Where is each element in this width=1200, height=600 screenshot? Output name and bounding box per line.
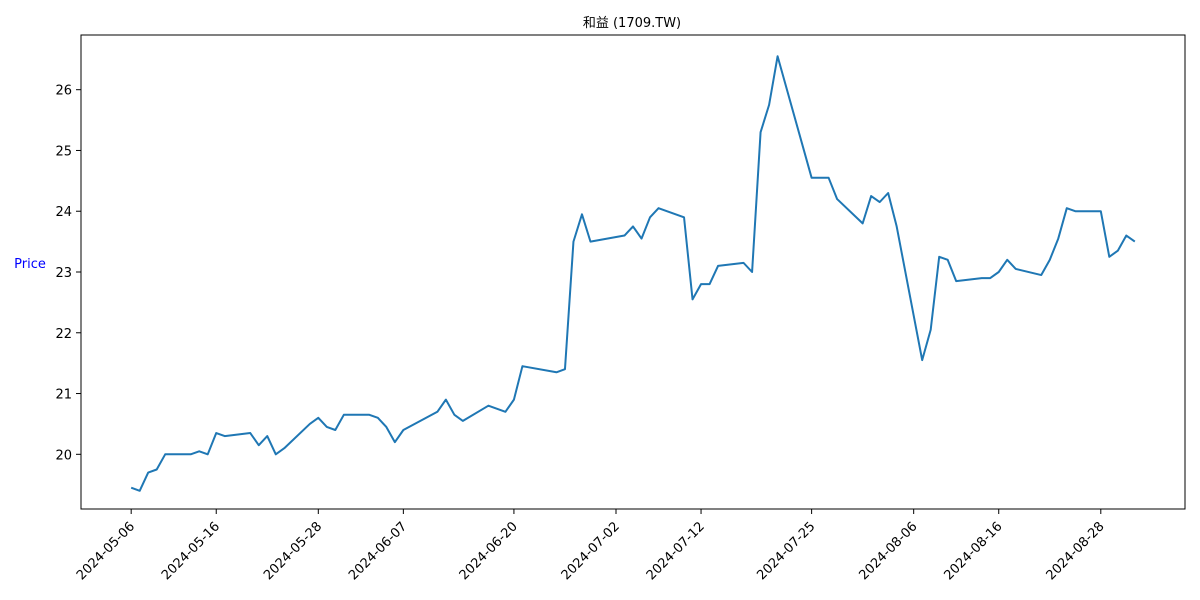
x-tick-label: 2024-07-02 [559, 519, 623, 583]
y-tick-label: 22 [55, 327, 72, 342]
x-tick-label: 2024-05-16 [159, 519, 223, 583]
x-tick-label: 2024-07-12 [644, 519, 708, 583]
y-tick-label: 26 [55, 84, 72, 99]
x-tick-label: 2024-08-28 [1044, 519, 1108, 583]
x-tick-label: 2024-05-06 [74, 519, 138, 583]
y-tick-label: 24 [55, 205, 72, 220]
plot-area-frame [80, 34, 1186, 510]
y-axis-label: Price [14, 257, 46, 272]
x-tick-label: 2024-07-25 [754, 519, 818, 583]
price-series-line [130, 55, 1136, 492]
chart-title: 和益 (1709.TW) [583, 16, 681, 31]
y-axis: 20 21 22 23 24 25 26 [55, 84, 81, 463]
x-tick-label: 2024-08-16 [942, 519, 1006, 583]
y-tick-label: 25 [55, 144, 72, 159]
y-tick-label: 20 [55, 448, 72, 463]
y-tick-label: 21 [55, 388, 72, 403]
x-tick-label: 2024-05-28 [261, 519, 325, 583]
x-axis: 2024-05-06 2024-05-16 2024-05-28 2024-06-07… [74, 509, 1108, 583]
y-tick-label: 23 [55, 266, 72, 281]
x-tick-label: 2024-06-20 [457, 519, 521, 583]
x-tick-label: 2024-08-06 [856, 519, 920, 583]
x-tick-label: 2024-06-07 [346, 519, 410, 583]
